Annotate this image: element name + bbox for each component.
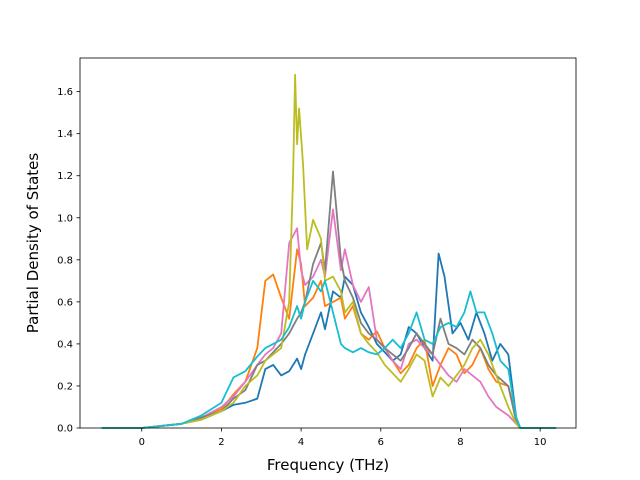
y-tick-label: 1.0 <box>57 213 73 224</box>
y-tick-label: 1.2 <box>57 171 73 182</box>
series-line-5 <box>101 73 557 429</box>
x-tick-label: 4 <box>298 437 304 448</box>
series-line-3 <box>101 208 557 429</box>
plot-frame <box>79 57 577 429</box>
y-tick-label: 0.4 <box>57 339 73 350</box>
x-axis-ticks: 0 2 4 6 8 10 <box>139 428 547 448</box>
y-axis-ticks: 0.0 0.2 0.4 0.6 0.8 1.0 1.2 1.4 1.6 <box>57 87 80 435</box>
x-tick-label: 8 <box>457 437 463 448</box>
series-layer <box>101 73 557 429</box>
y-tick-label: 0.2 <box>57 381 73 392</box>
x-tick-label: 0 <box>139 437 145 448</box>
series-line-4 <box>101 170 557 429</box>
x-tick-label: 10 <box>534 437 547 448</box>
series-line-1 <box>101 252 557 429</box>
y-tick-label: 1.4 <box>57 129 73 140</box>
y-axis-label: Partial Density of States <box>24 153 42 334</box>
y-tick-label: 0.0 <box>57 424 73 435</box>
x-tick-label: 6 <box>378 437 384 448</box>
y-tick-label: 0.8 <box>57 255 73 266</box>
x-tick-label: 2 <box>218 437 224 448</box>
y-tick-label: 1.6 <box>57 87 73 98</box>
y-tick-label: 0.6 <box>57 297 73 308</box>
series-line-6 <box>101 279 557 429</box>
x-axis-label: Frequency (THz) <box>267 456 389 474</box>
